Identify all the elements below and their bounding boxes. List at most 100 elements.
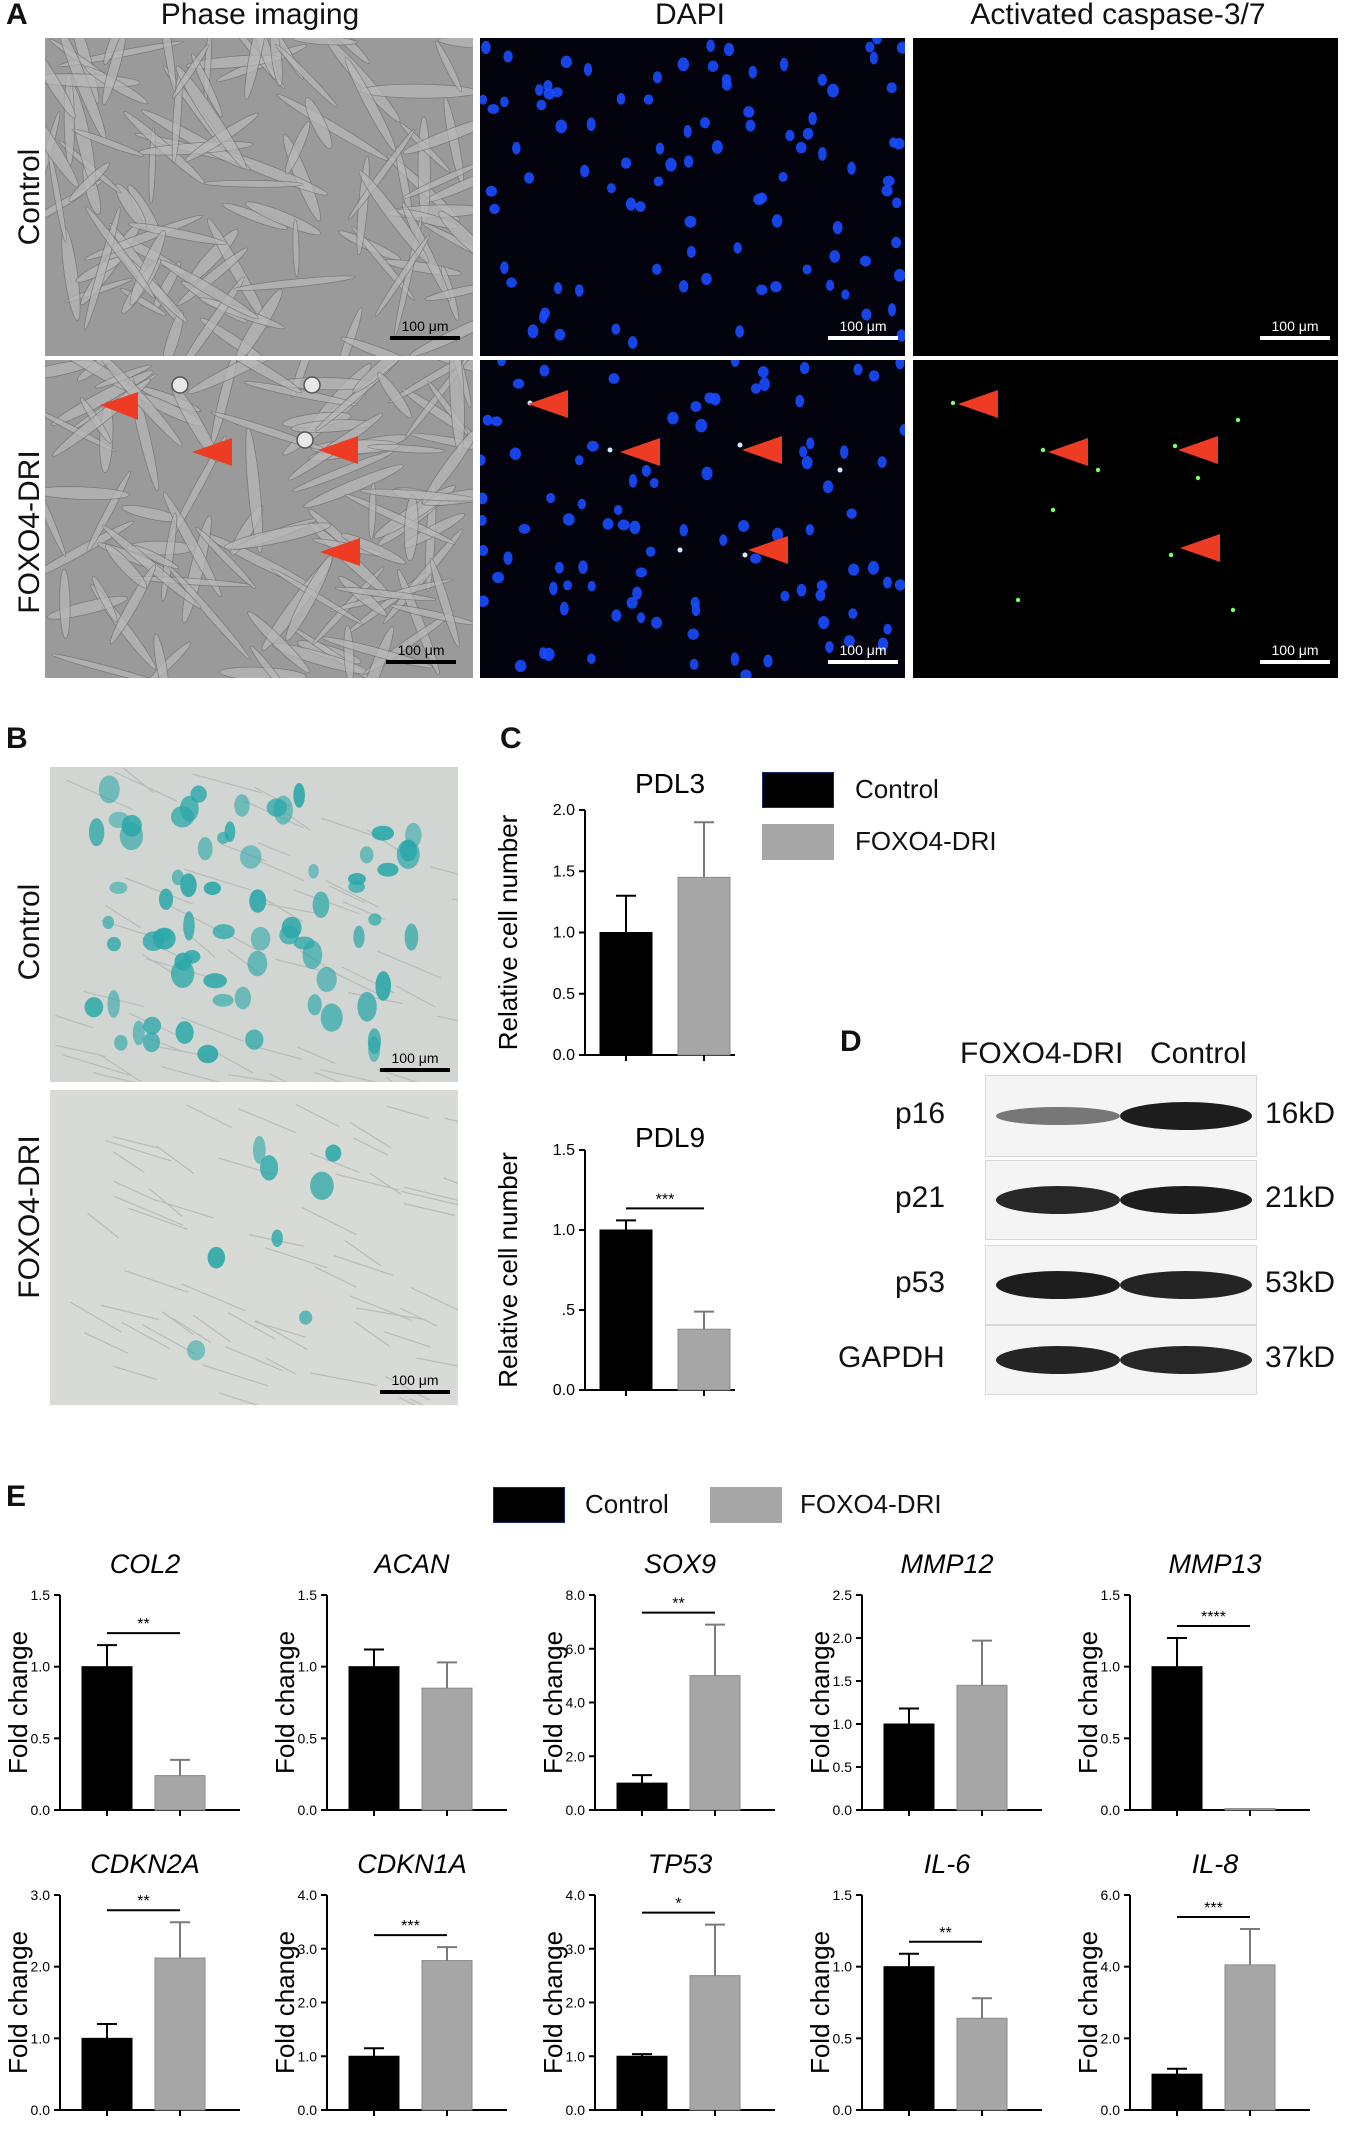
bar-foxo4-dri — [677, 876, 731, 1056]
y-tick-label: 1.0 — [566, 2048, 586, 2064]
scale-bar: 100 μm — [828, 318, 898, 340]
scale-bar: 100 μm — [1260, 642, 1330, 664]
bar-control — [348, 1666, 400, 1811]
bar-foxo4-dri — [677, 1328, 731, 1391]
chart-mmp12: MMP12 Fold change 0.0 0.5 1.0 1.5 2.0 2.5 — [807, 1549, 1042, 1818]
y-axis-label: Fold change — [540, 1631, 568, 1774]
y-tick-label: 2.0 — [566, 1748, 586, 1764]
chart-acan: ACAN Fold change 0.0 0.5 1.0 1.5 — [272, 1549, 507, 1818]
xgal-foxo-image — [50, 1090, 458, 1405]
y-tick-label: 1.5 — [298, 1587, 318, 1603]
y-tick-label: 3.0 — [31, 1887, 51, 1903]
scale-bar: 100 μm — [386, 642, 456, 664]
protein-label-p53: p53 — [895, 1266, 946, 1299]
protein-size-p53: 53kD — [1265, 1266, 1336, 1299]
scale-bar: 100 μm — [390, 318, 460, 340]
chart-col2: COL2 Fold change 0.0 0.5 1.0 1.5 ** — [5, 1549, 240, 1818]
y-tick-label: 0.5 — [31, 1730, 51, 1746]
bar-control — [616, 2055, 668, 2111]
y-axis-label: Fold change — [5, 1631, 33, 1774]
significance-label: *** — [656, 1191, 675, 1208]
col-title-dapi: DAPI — [654, 0, 726, 31]
y-tick-label: 3.0 — [298, 1941, 318, 1957]
y-tick-label: 0.0 — [31, 2102, 51, 2118]
y-tick-label: 1.0 — [31, 1659, 51, 1675]
significance-label: ** — [939, 1925, 951, 1942]
y-axis-label: Fold change — [807, 1631, 835, 1774]
chart-pdl9: PDL9 Relative cell number 0.0 .5 1.0 1.5 *** — [495, 1122, 735, 1399]
y-tick-label: 0.0 — [833, 2102, 853, 2118]
lane-label-control: Control — [1150, 1037, 1247, 1070]
col-title-caspase: Activated caspase-3/7 — [970, 0, 1266, 31]
y-axis-label: Fold change — [1075, 1631, 1103, 1774]
panel-e-letter: E — [6, 1480, 27, 1513]
y-tick-label: 4.0 — [1101, 1959, 1121, 1975]
arrow-icon — [318, 436, 358, 464]
y-tick-label: 0.0 — [833, 1802, 853, 1818]
chart-mmp13: MMP13 Fold change 0.0 0.5 1.0 1.5 **** — [1075, 1549, 1310, 1818]
chart-title: TP53 — [648, 1849, 713, 1879]
arrow-icon — [1048, 438, 1088, 466]
caspase-control-image — [913, 38, 1338, 356]
protein-label-gapdh: GAPDH — [838, 1341, 945, 1374]
chart-title: MMP12 — [900, 1549, 993, 1579]
chart-title: CDKN1A — [357, 1849, 467, 1879]
y-tick-label: 1.0 — [31, 2030, 51, 2046]
y-axis-label: Fold change — [807, 1931, 835, 2074]
chart-title: MMP13 — [1168, 1549, 1261, 1579]
significance-label: **** — [1201, 1609, 1226, 1626]
bar-control — [883, 1966, 935, 2111]
chart-title: PDL3 — [635, 768, 705, 799]
row-label-foxo-b: FOXO4-DRI — [13, 1135, 46, 1299]
chart-sox9: SOX9 Fold change 0.0 2.0 4.0 6.0 8.0 ** — [540, 1549, 775, 1818]
y-tick-label: 1.0 — [1101, 1659, 1121, 1675]
significance-label: *** — [1204, 1900, 1223, 1917]
bar-control — [81, 1666, 133, 1811]
y-tick-label: 1.0 — [553, 925, 575, 942]
blot-band — [996, 1186, 1120, 1214]
chart-cdkn1a: CDKN1A Fold change 0.0 1.0 2.0 3.0 4.0 *** — [272, 1849, 507, 2118]
blot-strip-p53 — [985, 1245, 1257, 1325]
y-tick-label: 2.0 — [833, 1630, 853, 1646]
chart-title: PDL9 — [635, 1122, 705, 1153]
y-tick-label: 0.0 — [298, 1802, 318, 1818]
significance-label: ** — [137, 1616, 149, 1633]
bar-foxo4-dri — [1224, 1808, 1276, 1811]
y-tick-label: 2.0 — [1101, 2030, 1121, 2046]
y-tick-label: 1.5 — [833, 1887, 853, 1903]
bar-foxo4-dri — [689, 1975, 741, 2111]
y-axis-label: Fold change — [1075, 1931, 1103, 2074]
chart-cdkn2a: CDKN2A Fold change 0.0 1.0 2.0 3.0 ** — [5, 1849, 240, 2118]
blot-band — [1120, 1346, 1252, 1374]
y-tick-label: 3.0 — [566, 1941, 586, 1957]
panel-a-letter: A — [6, 0, 28, 31]
legend-label-control: Control — [855, 774, 939, 804]
y-axis-label: Fold change — [272, 1931, 300, 2074]
bar-foxo4-dri — [154, 1775, 206, 1811]
bar-control — [81, 2037, 133, 2111]
bar-foxo4-dri — [421, 1687, 473, 1811]
protein-label-p21: p21 — [895, 1181, 946, 1214]
y-tick-label: 1.5 — [1101, 1587, 1121, 1603]
legend-label-foxo: FOXO4-DRI — [855, 826, 997, 856]
chart-title: SOX9 — [644, 1549, 716, 1579]
y-tick-label: 0.0 — [553, 1047, 575, 1064]
y-tick-label: 6.0 — [1101, 1887, 1121, 1903]
panel-c-letter: C — [500, 722, 522, 755]
arrow-icon — [742, 436, 782, 464]
y-tick-label: 4.0 — [566, 1887, 586, 1903]
bar-control — [348, 2055, 400, 2111]
protein-size-p21: 21kD — [1265, 1181, 1336, 1214]
bar-control — [599, 932, 653, 1056]
y-tick-label: 1.5 — [553, 1142, 575, 1159]
arrow-icon — [192, 438, 232, 466]
bar-foxo4-dri — [689, 1675, 741, 1811]
y-tick-label: 0.5 — [1101, 1730, 1121, 1746]
legend-swatch-foxo-e — [710, 1487, 782, 1523]
y-tick-label: 0.5 — [833, 1759, 853, 1775]
bar-control — [599, 1229, 653, 1391]
bar-foxo4-dri — [956, 1684, 1008, 1811]
y-tick-label: 0.0 — [553, 1382, 575, 1399]
significance-label: * — [675, 1896, 681, 1913]
panel-b-letter: B — [6, 722, 28, 755]
